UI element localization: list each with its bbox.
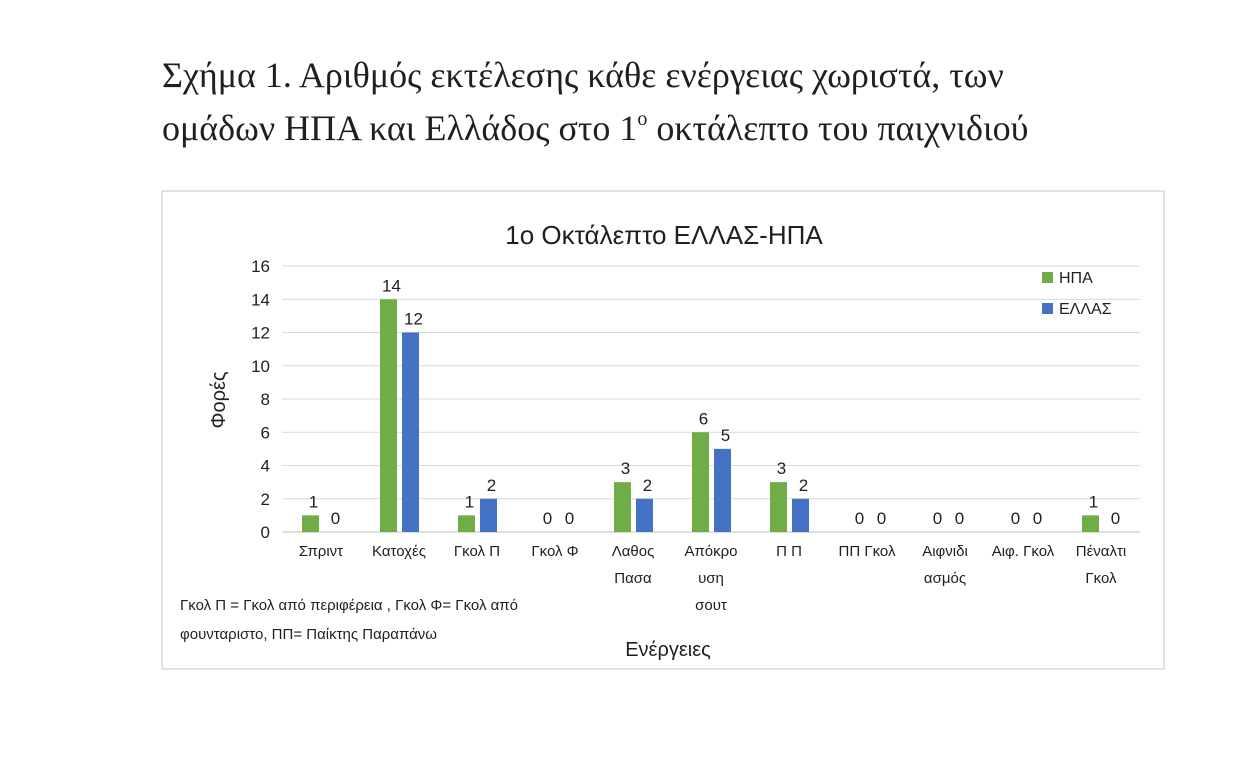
x-tick-label-line: σουτ — [695, 597, 727, 614]
y-tick-label: 0 — [261, 523, 270, 542]
data-label: 0 — [877, 509, 886, 528]
footnote-line: φουνταριστο, ΠΠ= Παίκτης Παραπάνω — [180, 626, 437, 643]
x-tick-label: Κατοχές — [372, 543, 426, 560]
legend: ΗΠΑ ΕΛΛΑΣ — [1042, 270, 1112, 318]
caption-line-2: ομάδων ΗΠΑ και Ελλάδος στο 1ο οκτάλεπτο … — [162, 98, 1222, 151]
x-tick-label-line: Λαθος — [612, 543, 655, 560]
y-tick-label: 6 — [261, 423, 270, 442]
x-tick-label-line: Γκολ — [1085, 570, 1117, 587]
legend-label: ΕΛΛΑΣ — [1059, 301, 1112, 318]
y-tick-label: 4 — [261, 457, 270, 476]
y-tick-label: 16 — [251, 257, 270, 276]
bar — [770, 482, 787, 532]
data-label: 3 — [777, 459, 786, 478]
footnote: Γκολ Π = Γκολ από περιφέρεια , Γκολ Φ= Γ… — [180, 597, 518, 643]
legend-label: ΗΠΑ — [1059, 270, 1093, 287]
bar — [614, 482, 631, 532]
caption-line-1: Σχήμα 1. Αριθμός εκτέλεσης κάθε ενέργεια… — [162, 55, 1004, 95]
data-label: 0 — [855, 509, 864, 528]
bar — [692, 432, 709, 532]
data-label: 14 — [382, 276, 401, 295]
data-label: 1 — [309, 492, 318, 511]
x-tick-label-line: ασμός — [924, 570, 966, 587]
legend-swatch — [1042, 272, 1053, 283]
caption-line-2-end: οκτάλεπτο του παιχνιδιού — [647, 108, 1029, 148]
data-label: 0 — [331, 509, 340, 528]
data-label: 0 — [1111, 509, 1120, 528]
data-label: 0 — [933, 509, 942, 528]
x-tick-label: Αιφ. Γκολ — [992, 543, 1055, 560]
x-tick-label-line: Σπριντ — [299, 543, 343, 560]
y-tick-label: 12 — [251, 324, 270, 343]
y-tick-label: 8 — [261, 390, 270, 409]
x-tick-label-line: υση — [698, 570, 724, 587]
x-tick-label-line: Κατοχές — [372, 543, 426, 560]
bar — [636, 498, 653, 532]
data-label: 0 — [543, 509, 552, 528]
data-label: 2 — [487, 476, 496, 495]
x-tick-label-line: Πασα — [614, 570, 652, 587]
x-tick-label-line: ΠΠ Γκολ — [839, 543, 896, 560]
x-tick-label-line: Π Π — [776, 543, 802, 560]
bar — [380, 299, 397, 532]
data-label: 1 — [1089, 492, 1098, 511]
footnote-line: Γκολ Π = Γκολ από περιφέρεια , Γκολ Φ= Γ… — [180, 597, 518, 614]
x-tick-labels: Σπριντ Κατοχές Γκολ Π Γκολ Φ Λαθος Πασα Απόκρο… — [299, 543, 1126, 614]
legend-swatch — [1042, 303, 1053, 314]
x-tick-label: Πέναλτι Γκολ — [1076, 543, 1126, 587]
x-tick-label: Αιφνιδι ασμός — [922, 543, 968, 587]
x-tick-label-line: Γκολ Φ — [531, 543, 578, 560]
data-label: 5 — [721, 426, 730, 445]
data-label: 0 — [1011, 509, 1020, 528]
y-axis-label: Φορές — [208, 371, 230, 428]
data-label: 6 — [699, 409, 708, 428]
y-tick-labels: 0 2 4 6 8 10 12 14 16 — [251, 257, 270, 542]
figure-caption: Σχήμα 1. Αριθμός εκτέλεσης κάθε ενέργεια… — [162, 52, 1222, 151]
data-label: 0 — [565, 509, 574, 528]
x-tick-label-line: Αιφ. Γκολ — [992, 543, 1055, 560]
x-tick-label-line: Γκολ Π — [454, 543, 500, 560]
bar — [302, 515, 319, 532]
y-tick-label: 2 — [261, 490, 270, 509]
data-label: 3 — [621, 459, 630, 478]
x-axis-label: Ενέργειες — [625, 639, 711, 661]
chart-title: 1ο Οκτάλεπτο ΕΛΛΑΣ-ΗΠΑ — [505, 220, 823, 250]
x-tick-label: Απόκρο υση σουτ — [684, 543, 737, 614]
caption-superscript: ο — [637, 108, 648, 130]
y-tick-label: 10 — [251, 357, 270, 376]
x-tick-label: Γκολ Π — [454, 543, 500, 560]
x-tick-label-line: Πέναλτι — [1076, 543, 1126, 560]
x-tick-label: Γκολ Φ — [531, 543, 578, 560]
data-label: 2 — [799, 476, 808, 495]
bar — [458, 515, 475, 532]
gridlines — [282, 265, 1140, 533]
bars — [302, 299, 1099, 532]
data-label: 1 — [465, 492, 474, 511]
x-tick-label-line: Αιφνιδι — [922, 543, 968, 560]
bar — [714, 448, 731, 532]
x-tick-label: ΠΠ Γκολ — [839, 543, 896, 560]
bar — [792, 498, 809, 532]
data-label: 12 — [404, 310, 423, 329]
chart-frame — [161, 190, 1165, 670]
y-tick-label: 14 — [251, 290, 270, 309]
x-tick-label: Π Π — [776, 543, 802, 560]
data-label: 0 — [955, 509, 964, 528]
bar — [402, 332, 419, 532]
x-tick-label: Σπριντ — [299, 543, 343, 560]
bar — [1082, 515, 1099, 532]
x-tick-label-line: Απόκρο — [684, 543, 737, 560]
data-label: 0 — [1033, 509, 1042, 528]
caption-line-2-start: ομάδων ΗΠΑ και Ελλάδος στο 1 — [162, 108, 638, 148]
bar — [480, 498, 497, 532]
x-tick-label: Λαθος Πασα — [612, 543, 655, 587]
data-label: 2 — [643, 476, 652, 495]
